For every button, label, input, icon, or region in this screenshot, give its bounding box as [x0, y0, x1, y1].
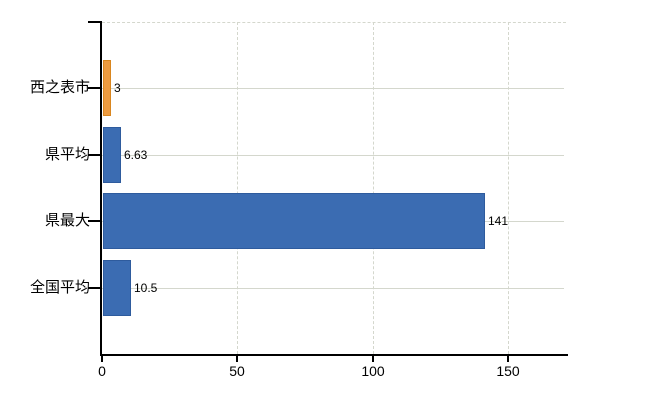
bar-value-label: 6.63: [124, 148, 148, 162]
gridline-horizontal: [102, 155, 564, 156]
bar-value-label: 3: [114, 81, 121, 95]
y-axis-tick: [88, 21, 102, 23]
bar-value-label: 10.5: [134, 281, 158, 295]
bar: [103, 127, 121, 183]
gridline-vertical: [237, 22, 238, 354]
x-axis-tick: [236, 354, 238, 362]
x-tick-label: 0: [98, 363, 106, 379]
x-axis-tick: [507, 354, 509, 362]
x-tick-label: 100: [361, 363, 385, 379]
x-tick-label: 50: [229, 363, 245, 379]
gridline-horizontal: [102, 88, 564, 89]
gridline-horizontal: [102, 288, 564, 289]
category-label: 西之表市: [29, 79, 90, 96]
bar: [103, 260, 131, 316]
y-axis-tick: [88, 287, 102, 289]
category-label: 県最大: [44, 212, 90, 229]
gridline-plot-top: [102, 22, 566, 23]
bar-value-label: 141: [488, 214, 509, 228]
bar: [103, 60, 111, 116]
gridline-vertical: [508, 22, 509, 354]
x-tick-label: 150: [496, 363, 520, 379]
x-axis-tick: [372, 354, 374, 362]
y-axis-tick: [88, 220, 102, 222]
gridline-vertical: [373, 22, 374, 354]
y-axis-tick: [88, 87, 102, 89]
y-axis-line: [100, 21, 102, 356]
x-axis-tick: [101, 354, 103, 362]
x-axis-line: [100, 354, 568, 356]
bar: [103, 193, 485, 249]
category-label: 県平均: [44, 146, 90, 163]
category-label: 全国平均: [29, 279, 90, 296]
y-axis-tick: [88, 154, 102, 156]
